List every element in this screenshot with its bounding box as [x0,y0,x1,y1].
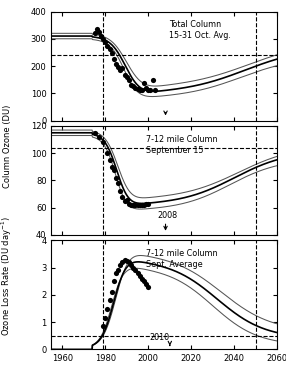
Point [114,61,118,67]
Point [133,267,138,273]
Point [107,157,112,163]
Point [131,202,136,208]
Text: 7-12 mile Column
Sept. Average: 7-12 mile Column Sept. Average [146,249,218,269]
Point [146,200,151,207]
Point [116,64,120,70]
Point [107,297,112,303]
Text: 2010: 2010 [149,333,169,342]
Point [118,188,123,194]
Point [101,323,106,329]
Point [118,67,123,73]
Point [124,258,129,264]
Point [135,270,140,276]
Point [122,198,127,204]
Point [146,87,151,93]
Point [112,278,116,285]
Point [92,30,97,36]
Point [122,72,127,78]
Text: Ozone Loss Rate (DU day$^{-1}$): Ozone Loss Rate (DU day$^{-1}$) [0,217,14,336]
Point [140,202,144,208]
Point [118,262,123,268]
Point [129,262,133,268]
Point [120,65,125,71]
Point [142,202,146,208]
Point [129,82,133,88]
Point [148,87,153,93]
Point [105,43,110,49]
Point [110,164,114,170]
Point [112,56,116,62]
Point [103,39,108,45]
Point [150,77,155,83]
Point [124,197,129,203]
Point [142,80,146,86]
Point [140,87,144,93]
Point [110,50,114,56]
Point [120,259,125,265]
Point [144,281,148,287]
Point [94,26,99,32]
Point [101,36,106,42]
Point [114,175,118,181]
Point [131,265,136,271]
Point [142,278,146,285]
Point [144,200,148,207]
Point [127,259,131,265]
Point [146,284,151,290]
Point [127,200,131,207]
Point [116,267,120,273]
Point [137,87,142,93]
Point [103,315,108,321]
Point [110,289,114,295]
Point [97,29,101,35]
Point [97,134,101,140]
Point [99,33,103,39]
Text: Column Ozone (DU): Column Ozone (DU) [3,104,12,188]
Point [112,167,116,173]
Point [129,202,133,208]
Point [122,257,127,263]
Point [140,275,144,281]
Point [135,202,140,208]
Point [137,273,142,279]
Point [101,139,106,146]
Point [127,77,131,83]
Point [105,306,110,312]
Point [133,202,138,208]
Point [133,85,138,91]
Point [120,194,125,200]
Point [92,130,97,136]
Point [114,270,118,276]
Point [116,180,120,186]
Point [107,46,112,52]
Point [124,74,129,81]
Point [137,202,142,208]
Point [105,150,110,156]
Text: Total Column
15-31 Oct. Avg.: Total Column 15-31 Oct. Avg. [169,20,231,40]
Point [152,87,157,93]
Text: 7-12 mile Column
September 15: 7-12 mile Column September 15 [146,135,218,155]
Point [131,83,136,89]
Text: 2008: 2008 [158,211,178,220]
Point [144,85,148,91]
Point [135,86,140,92]
